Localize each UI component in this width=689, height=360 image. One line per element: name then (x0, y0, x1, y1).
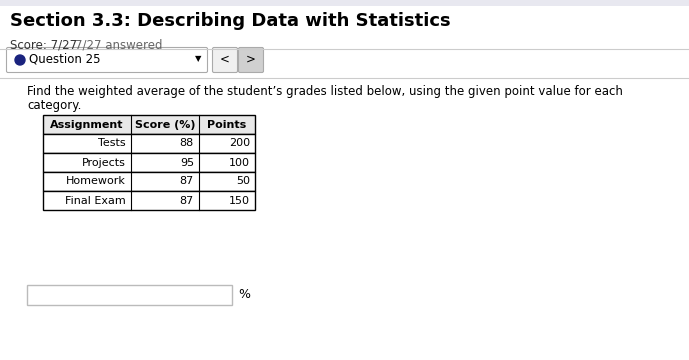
Bar (0, 0, 689, 6)
FancyBboxPatch shape (212, 48, 238, 72)
Text: Assignment: Assignment (50, 120, 124, 130)
Text: 50: 50 (236, 176, 250, 186)
Text: %: % (238, 288, 250, 302)
FancyBboxPatch shape (6, 48, 207, 72)
Text: Homework: Homework (66, 176, 126, 186)
Bar (43, 153, 255, 172)
Text: Final Exam: Final Exam (65, 195, 126, 206)
Text: Points: Points (207, 120, 247, 130)
Bar (43, 191, 255, 210)
Text: 87: 87 (180, 195, 194, 206)
Text: Score (%): Score (%) (135, 120, 195, 130)
Text: 87: 87 (180, 176, 194, 186)
Bar (43, 115, 255, 134)
Text: ▼: ▼ (195, 54, 201, 63)
Text: >: > (246, 53, 256, 66)
Text: Projects: Projects (82, 158, 126, 167)
Text: 150: 150 (229, 195, 250, 206)
Text: 100: 100 (229, 158, 250, 167)
Text: 200: 200 (229, 139, 250, 148)
Text: Question 25: Question 25 (29, 53, 101, 66)
FancyBboxPatch shape (238, 48, 263, 72)
Text: Find the weighted average of the student’s grades listed below, using the given : Find the weighted average of the student… (27, 85, 623, 98)
Text: 88: 88 (180, 139, 194, 148)
Text: Section 3.3: Describing Data with Statistics: Section 3.3: Describing Data with Statis… (10, 12, 451, 30)
Bar (27, 285, 232, 305)
Text: 95: 95 (180, 158, 194, 167)
Text: 7/27 answered: 7/27 answered (75, 38, 163, 51)
Bar (43, 172, 255, 191)
Text: Tests: Tests (99, 139, 126, 148)
Text: Score: 7/27: Score: 7/27 (10, 38, 77, 51)
Circle shape (15, 55, 25, 65)
Text: category.: category. (27, 99, 81, 112)
Text: <: < (220, 53, 230, 66)
Bar (43, 134, 255, 153)
